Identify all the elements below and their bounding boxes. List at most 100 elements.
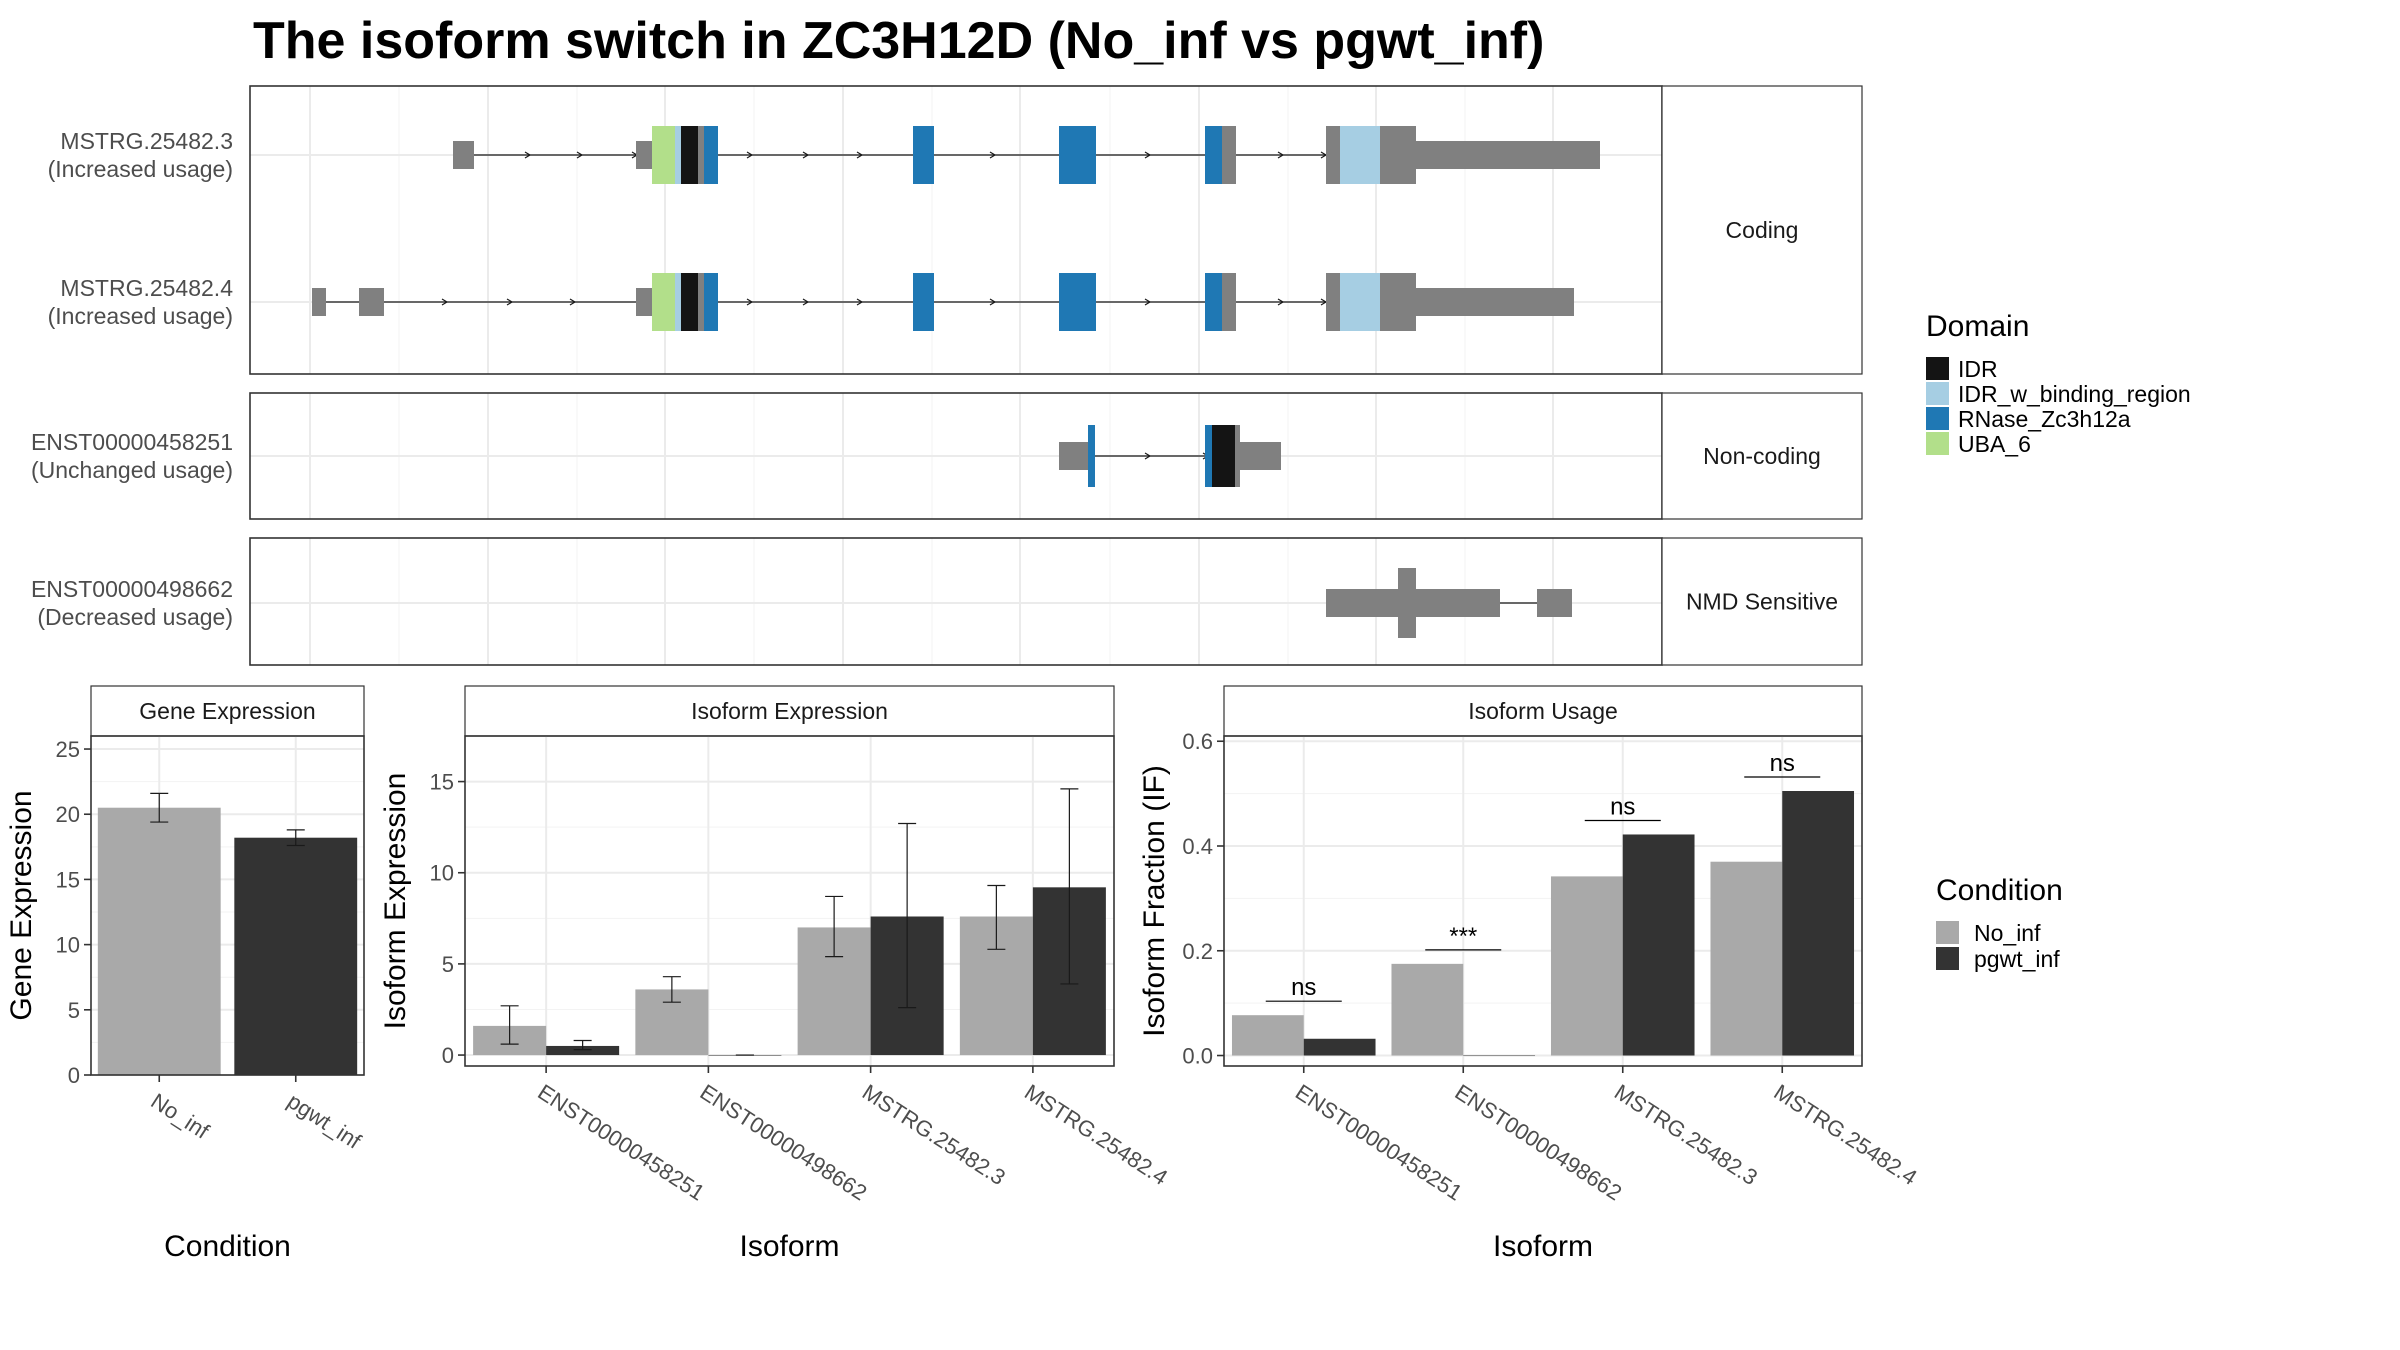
significance-label: ns — [1770, 750, 1795, 777]
panel-border — [1223, 735, 1863, 1067]
domain-idr — [681, 126, 698, 184]
bar — [1463, 1055, 1536, 1057]
intron-arrow — [802, 298, 810, 306]
strip-box — [1661, 537, 1863, 666]
panel-border — [464, 735, 1115, 1067]
legend-label: UBA_6 — [1958, 431, 2031, 457]
coding-exon — [1398, 568, 1416, 638]
legend-title: Condition — [1936, 874, 2063, 907]
transcript-usage-label: (Increased usage) — [48, 303, 233, 329]
legend-label: No_inf — [1974, 920, 2041, 946]
bar — [1782, 791, 1855, 1056]
bar — [1622, 834, 1695, 1056]
intron-arrow — [1144, 298, 1152, 306]
transcript-usage-label: (Unchanged usage) — [31, 457, 233, 483]
x-tick-label: pgwt_inf — [283, 1088, 366, 1154]
domain-idr — [681, 273, 698, 331]
legend-key — [1936, 947, 1959, 970]
intron-arrow — [1277, 298, 1285, 306]
intron-arrow — [569, 298, 577, 306]
panel-border — [90, 735, 365, 1076]
transcript-usage-label: (Decreased usage) — [37, 604, 233, 630]
strip-box — [1661, 392, 1863, 520]
bar — [1303, 1038, 1376, 1056]
intron-arrow — [856, 151, 864, 159]
strip-box — [90, 685, 365, 737]
utr-exon — [636, 141, 652, 169]
legend-key — [1926, 432, 1949, 455]
domain-rnase-zc3h12a — [1088, 425, 1095, 487]
legend-key — [1926, 382, 1949, 405]
y-tick-label: 0.0 — [1182, 1044, 1213, 1069]
intron-arrow — [1277, 151, 1285, 159]
isoform-usage-panel: Isoform Usage 0.0 0.2 0.4 0.6 ns *** ns ns ENST00… — [1138, 685, 1922, 1263]
y-tick-label: 5 — [68, 998, 80, 1023]
y-tick-label: 0.4 — [1182, 834, 1213, 859]
y-tick-label: 25 — [56, 737, 80, 762]
exon — [1059, 442, 1088, 470]
domain-rnase-zc3h12a — [1205, 126, 1222, 184]
x-tick-label: MSTRG.25482.3 — [1610, 1079, 1762, 1190]
domain-rnase-zc3h12a — [1205, 273, 1222, 331]
bar — [97, 807, 221, 1075]
domain-rnase-zc3h12a — [1059, 273, 1096, 331]
x-tick-label: MSTRG.25482.3 — [858, 1079, 1010, 1190]
transcript-id-label: MSTRG.25482.4 — [60, 275, 233, 301]
y-tick-label: 0.2 — [1182, 939, 1213, 964]
y-tick-label: 15 — [430, 770, 454, 795]
utr-exon — [453, 141, 474, 169]
x-axis-title: Isoform — [1493, 1230, 1593, 1263]
legend-key — [1926, 357, 1949, 380]
intron-arrow — [802, 151, 810, 159]
domain-idr-w-binding-region — [675, 273, 681, 331]
strip-label: Gene Expression — [139, 698, 315, 724]
x-axis-title: Isoform — [739, 1230, 839, 1263]
intron-arrow — [746, 151, 754, 159]
transcript-usage-label: (Increased usage) — [48, 156, 233, 182]
strip-label: Isoform Expression — [691, 698, 888, 724]
utr-exon — [1416, 288, 1574, 316]
domain-rnase-zc3h12a — [913, 126, 934, 184]
y-tick-label: 10 — [56, 933, 80, 958]
utr-exon — [359, 288, 384, 316]
y-tick-label: 15 — [56, 867, 80, 892]
bar — [1550, 876, 1623, 1056]
strip-box — [1661, 85, 1863, 375]
domain-uba-6 — [652, 273, 675, 331]
gene-expression-panel: Gene Expression 0 5 10 15 20 25 No_inf pgwt_inf C… — [5, 685, 366, 1263]
legend-label: IDR — [1958, 356, 1998, 382]
y-tick-label: 0 — [68, 1063, 80, 1088]
y-tick-label: 20 — [56, 802, 80, 827]
y-axis-title: Isoform Expression — [379, 773, 412, 1030]
domain-idr-w-binding-region — [1340, 273, 1380, 331]
transcript-id-label: ENST00000458251 — [31, 429, 233, 455]
y-tick-label: 0 — [442, 1043, 454, 1068]
utr-exon — [1537, 589, 1572, 617]
domain-idr-w-binding-region — [1340, 126, 1380, 184]
intron-arrow — [1144, 452, 1152, 460]
x-tick-label: ENST00000498662 — [1451, 1079, 1627, 1205]
intron-arrow — [524, 151, 532, 159]
legend-title: Domain — [1926, 310, 2029, 343]
intron-arrow — [856, 298, 864, 306]
utr-exon — [312, 288, 326, 316]
transcript-id-label: MSTRG.25482.3 — [60, 128, 233, 154]
isoform-expression-panel: Isoform Expression 0 5 10 15 ENST00000458251E… — [379, 685, 1172, 1263]
strip-label: Isoform Usage — [1468, 698, 1618, 724]
y-axis-title: Gene Expression — [5, 790, 38, 1020]
significance-label: ns — [1610, 793, 1635, 820]
y-tick-label: 0.6 — [1182, 729, 1213, 754]
transcript-id-label: ENST00000498662 — [31, 576, 233, 602]
y-tick-label: 5 — [442, 952, 454, 977]
legend-label: IDR_w_binding_region — [1958, 381, 2191, 407]
x-tick-label: ENST00000458251 — [1291, 1079, 1467, 1205]
utr-exon — [636, 288, 652, 316]
significance-label: ns — [1291, 974, 1316, 1001]
intron-arrow — [1144, 151, 1152, 159]
x-axis-title: Condition — [164, 1230, 291, 1263]
strip-box — [464, 685, 1115, 737]
domain-idr — [1212, 425, 1235, 487]
intron-arrow — [576, 151, 584, 159]
